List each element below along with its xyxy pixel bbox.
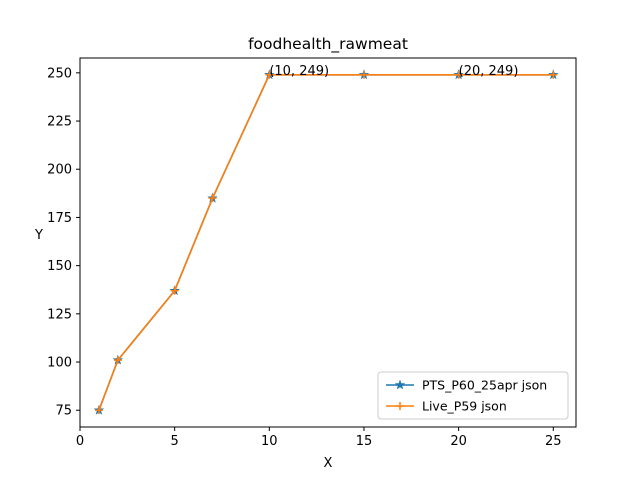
x-tick-label-1: 5: [171, 434, 179, 449]
y-tick-label-3: 150: [47, 259, 72, 274]
y-tick-label-0: 75: [55, 404, 72, 419]
data-point-1-4: [265, 70, 274, 79]
data-point-1-3: [208, 194, 217, 203]
legend-entry-1: Live_P59 json: [386, 399, 507, 414]
axes-frame: [79, 57, 577, 428]
data-point-1-7: [549, 70, 558, 79]
data-point-1-1: [113, 356, 122, 365]
x-tick-label-5: 25: [545, 434, 562, 449]
axes: 0 5 10 15 20 25 75 100 125 150 175 200 225 250: [47, 57, 577, 449]
series-line-1: [98, 73, 554, 411]
legend-label-1: Live_P59 json: [422, 399, 507, 414]
legend-label-0: PTS_P60_25apr json: [422, 378, 547, 393]
y-tick-label-4: 175: [47, 211, 72, 226]
annotation-0: (10, 249): [269, 64, 329, 79]
x-tick-label-0: 0: [76, 434, 84, 449]
legend-marker-0: [394, 379, 406, 390]
legend: PTS_P60_25apr json Live_P59 json: [377, 371, 569, 420]
legend-entry-0: PTS_P60_25apr json: [386, 378, 547, 393]
data-point-1-2: [170, 286, 179, 295]
legend-box: [377, 371, 569, 420]
data-point-1-0: [94, 406, 103, 415]
plot-area: (10, 249) (20, 249): [93, 64, 559, 415]
annotation-1: (20, 249): [459, 64, 519, 79]
y-tick-label-5: 200: [47, 163, 72, 178]
x-tick-label-2: 10: [261, 434, 278, 449]
data-point-1-6: [454, 70, 463, 79]
series-1: [94, 70, 558, 415]
legend-marker-1: [396, 402, 404, 410]
y-tick-label-7: 250: [47, 66, 72, 81]
x-tick-label-4: 20: [450, 434, 467, 449]
x-tick-label-3: 15: [356, 434, 373, 449]
x-axis-label: X: [324, 456, 333, 471]
y-tick-label-6: 225: [47, 115, 72, 130]
y-tick-label-1: 100: [47, 356, 72, 371]
y-tick-label-2: 125: [47, 307, 72, 322]
y-axis-label: Y: [34, 228, 43, 243]
data-point-1-5: [359, 70, 368, 79]
chart-title: foodhealth_rawmeat: [248, 35, 408, 54]
